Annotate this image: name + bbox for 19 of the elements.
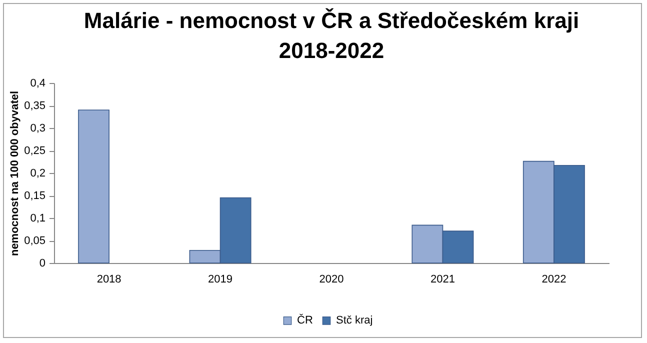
legend-label: Stč kraj xyxy=(336,314,373,327)
y-tick-label: 0,4 xyxy=(30,78,46,90)
x-tick-label: 2022 xyxy=(542,274,566,286)
x-tick-label: 2018 xyxy=(96,274,122,286)
y-tick-label: 0,15 xyxy=(24,190,46,202)
y-axis-title: nemocnost na 100 000 obyvatel xyxy=(9,90,22,256)
y-tick-label: 0,35 xyxy=(24,100,46,112)
x-tick-label: 2021 xyxy=(430,274,455,286)
y-tick-label: 0,05 xyxy=(24,235,46,247)
y-tick-label: 0 xyxy=(39,258,46,270)
y-tick-label: 0,1 xyxy=(30,212,46,224)
y-tick-label: 0,2 xyxy=(30,168,46,180)
y-tick-label: 0,3 xyxy=(30,122,46,134)
legend-label: ČR xyxy=(297,314,313,327)
bar xyxy=(78,110,110,264)
y-tick-label: 0,25 xyxy=(24,145,46,157)
chart-title: Malárie - nemocnost v ČR a Středočeském kraji 2018-2022 xyxy=(84,8,580,63)
x-tick-label: 2020 xyxy=(319,274,344,286)
x-tick-label: 2019 xyxy=(208,274,233,286)
